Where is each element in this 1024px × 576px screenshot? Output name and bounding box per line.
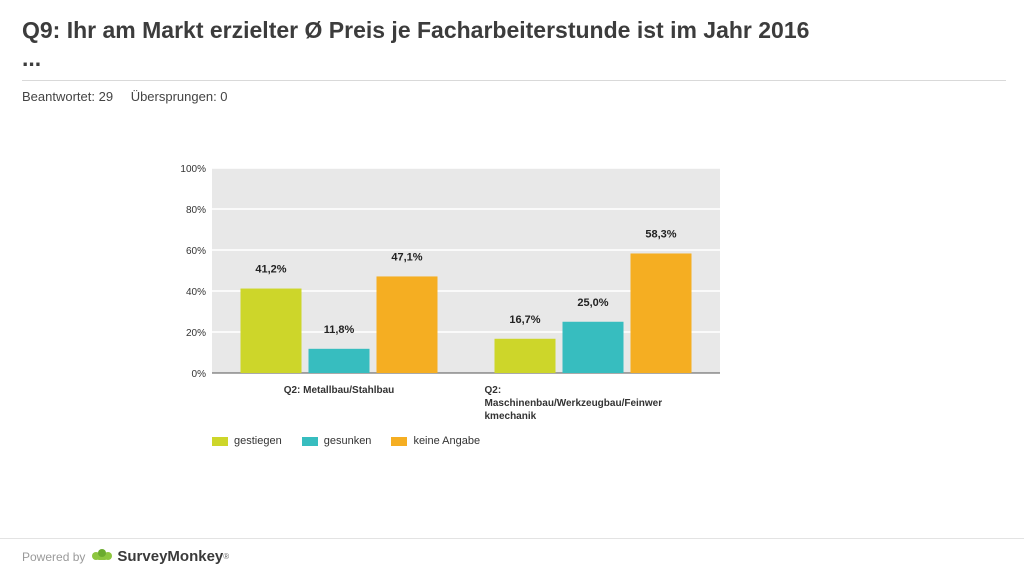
bar-gestiegen	[240, 288, 302, 373]
x-category-label: Q2: Metallbau/Stahlbau	[284, 385, 395, 396]
legend-label: gesunken	[323, 435, 372, 448]
surveymonkey-brand: SurveyMonkey	[117, 548, 224, 565]
footer-divider	[0, 538, 1024, 539]
legend-item: keine Angabe	[391, 435, 480, 447]
legend-label: gestiegen	[234, 435, 282, 448]
legend-swatch	[391, 436, 408, 446]
x-category-label: Q2:	[485, 385, 502, 396]
y-tick-label: 0%	[192, 369, 207, 380]
y-tick-label: 80%	[186, 205, 206, 216]
answered-count: Beantwortet: 29	[22, 89, 114, 104]
page-title: Q9: Ihr am Markt erzielter Ø Preis je Fa…	[22, 17, 810, 43]
data-label: 11,8%	[324, 324, 355, 336]
skipped-count: Übersprungen: 0	[130, 89, 228, 104]
bar-gesunken	[562, 321, 624, 373]
y-tick-label: 20%	[186, 328, 206, 339]
response-stats: Beantwortet: 29 Übersprungen: 0	[22, 89, 242, 104]
data-label: 58,3%	[645, 228, 676, 240]
data-label: 25,0%	[577, 297, 608, 309]
legend-swatch	[301, 436, 318, 446]
trademark-symbol: ®	[223, 552, 230, 561]
y-tick-label: 100%	[180, 164, 206, 175]
powered-by-label: Powered by	[22, 549, 86, 564]
x-category-label: Maschinenbau/Werkzeugbau/Feinwer	[485, 398, 663, 409]
legend-swatch	[212, 436, 228, 446]
footer: Powered by SurveyMonkey ®	[22, 548, 229, 565]
surveymonkey-logo-icon	[91, 548, 113, 565]
title-divider	[22, 80, 1006, 81]
y-tick-label: 40%	[186, 287, 206, 298]
chart-legend: gestiegen gesunken keine Angabe	[212, 435, 500, 447]
legend-item: gestiegen	[212, 435, 282, 447]
data-label: 16,7%	[509, 314, 540, 326]
bar-keine-angabe	[630, 253, 692, 373]
bar-gesunken	[308, 348, 370, 373]
bar-keine-angabe	[376, 276, 438, 373]
bar-chart: 0% 20% 40% 60% 80% 100% 41,2% 11,8% 47,1% Q2: Met…	[180, 164, 720, 422]
bar-gestiegen	[494, 338, 556, 373]
data-label: 41,2%	[255, 264, 286, 276]
data-label: 47,1%	[391, 251, 422, 263]
x-category-label: kmechanik	[485, 411, 537, 422]
y-tick-label: 60%	[186, 246, 206, 257]
legend-label: keine Angabe	[413, 435, 481, 448]
title-ellipsis: ...	[22, 45, 42, 71]
legend-item: gesunken	[301, 435, 372, 448]
